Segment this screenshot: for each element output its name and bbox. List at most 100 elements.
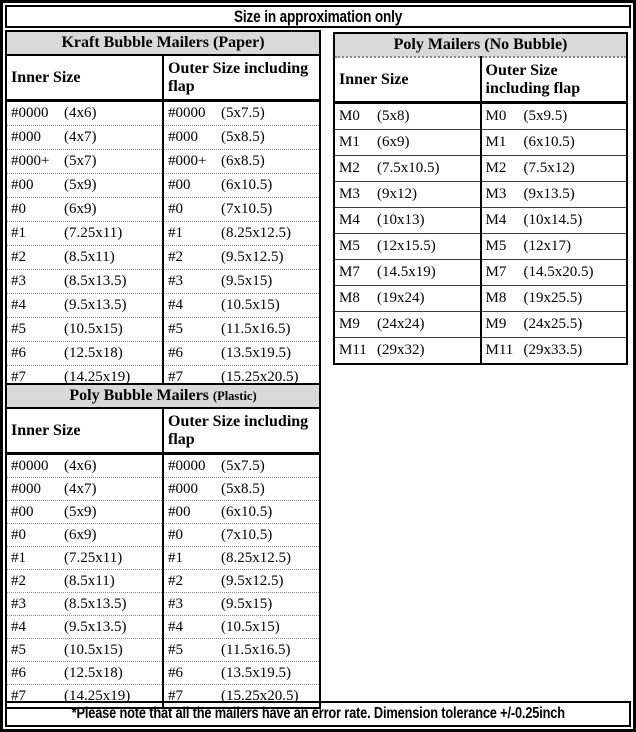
size-label: #2: [168, 572, 183, 589]
col-header-inner-size: Inner Size: [334, 57, 481, 104]
size-value: (9.5x12.5): [221, 249, 284, 265]
inner-size-cell: #000 (4x7): [6, 477, 163, 501]
table-row: #4 (9.5x13.5) #4 (10.5x15): [6, 293, 320, 318]
size-label: #7: [11, 369, 26, 385]
size-label: #2: [168, 249, 183, 265]
size-value: (10.5x15): [64, 641, 123, 658]
inner-size-cell: M9 (24x24): [334, 311, 481, 338]
size-value: (15.25x20.5): [221, 369, 299, 385]
size-label: #7: [11, 687, 26, 704]
size-label: #3: [11, 595, 26, 612]
table-row: M8 (19x24) M8 (19x25.5): [334, 285, 627, 312]
size-label: M9: [485, 316, 507, 332]
size-label: #6: [168, 664, 183, 681]
inner-size-cell: #00 (5x9): [6, 173, 163, 198]
size-label: #0: [168, 201, 183, 217]
size-value: (15.25x20.5): [221, 687, 299, 704]
table-row: M1 (6x9) M1 (6x10.5): [334, 129, 627, 156]
size-label: #6: [168, 345, 183, 361]
size-label: #5: [11, 321, 26, 337]
size-value: (7x10.5): [221, 526, 273, 543]
size-label: #5: [11, 641, 26, 658]
size-label: #0000: [168, 457, 206, 474]
tolerance-note: *Please note that all the mailers have a…: [71, 705, 565, 722]
table-row: #5 (10.5x15) #5 (11.5x16.5): [6, 638, 320, 662]
table-row: #0000 (4x6) #0000 (5x7.5): [6, 100, 320, 126]
size-value: (6x9): [64, 526, 97, 543]
size-value: (9.5x15): [221, 595, 273, 612]
size-label: M2: [485, 160, 507, 176]
inner-size-cell: #1 (7.25x11): [6, 221, 163, 246]
size-value: (10.5x15): [221, 618, 280, 635]
size-value: (10.5x15): [64, 321, 123, 337]
size-value: (9.5x15): [221, 273, 273, 289]
inner-size-cell: #5 (10.5x15): [6, 317, 163, 342]
table-row: #2 (8.5x11) #2 (9.5x12.5): [6, 245, 320, 270]
size-value: (10x13): [377, 212, 425, 228]
size-value: (4x6): [64, 457, 97, 474]
size-value: (19x25.5): [523, 290, 583, 306]
size-value: (19x24): [377, 290, 425, 306]
size-value: (8.5x13.5): [64, 595, 127, 612]
size-label: #0000: [11, 105, 49, 121]
column-header-row: Inner Size Outer Size including flap: [334, 57, 627, 104]
table-row: #0 (6x9) #0 (7x10.5): [6, 523, 320, 547]
outer-size-cell: #3 (9.5x15): [162, 269, 320, 294]
size-label: #3: [168, 273, 183, 289]
table-row: #4 (9.5x13.5) #4 (10.5x15): [6, 615, 320, 639]
outer-size-cell: #1 (8.25x12.5): [162, 546, 320, 570]
table-row: #00 (5x9) #00 (6x10.5): [6, 173, 320, 198]
size-label: #00: [11, 177, 34, 193]
kraft-bubble-mailers-table: Kraft Bubble Mailers (Paper) Inner Size …: [5, 30, 321, 391]
size-value: (11.5x16.5): [221, 641, 291, 658]
inner-size-cell: M5 (12x15.5): [334, 233, 481, 260]
size-value: (7.5x12): [523, 160, 575, 176]
size-label: M0: [485, 108, 507, 124]
table-row: #2 (8.5x11) #2 (9.5x12.5): [6, 569, 320, 593]
outer-size-cell: M11 (29x33.5): [479, 337, 627, 364]
size-value: (6x10.5): [221, 177, 273, 193]
inner-size-cell: #4 (9.5x13.5): [6, 293, 163, 318]
inner-size-cell: #3 (8.5x13.5): [6, 269, 163, 294]
column-header-row: Inner Size Outer Size including flap: [6, 408, 320, 455]
size-value: (8.25x12.5): [221, 549, 291, 566]
table-title: Poly Bubble Mailers (Plastic): [6, 384, 320, 409]
size-label: #00: [168, 177, 191, 193]
size-value: (7.25x11): [64, 225, 123, 241]
inner-size-cell: M2 (7.5x10.5): [334, 155, 481, 182]
outer-size-cell: #6 (13.5x19.5): [162, 341, 320, 366]
table-title-suffix: (Plastic): [212, 389, 257, 403]
inner-size-cell: #0000 (4x6): [6, 101, 163, 126]
size-label: M9: [339, 316, 360, 332]
size-label: M1: [339, 134, 360, 150]
inner-size-cell: M11 (29x32): [334, 337, 481, 364]
size-value: (24x25.5): [523, 316, 583, 332]
size-value: (14.25x19): [64, 687, 131, 704]
size-label: #6: [11, 345, 26, 361]
outer-size-cell: #1 (8.25x12.5): [162, 221, 320, 246]
size-value: (6x10.5): [221, 503, 273, 520]
size-value: (4x6): [64, 105, 97, 121]
size-label: #4: [11, 618, 26, 635]
size-value: (8.5x11): [64, 249, 115, 265]
size-label: #4: [168, 618, 183, 635]
inner-size-cell: #1 (7.25x11): [6, 546, 163, 570]
inner-size-cell: M3 (9x12): [334, 181, 481, 208]
inner-size-cell: M8 (19x24): [334, 285, 481, 312]
size-label: #4: [168, 297, 183, 313]
inner-size-cell: #4 (9.5x13.5): [6, 615, 163, 639]
outer-size-cell: #5 (11.5x16.5): [162, 317, 320, 342]
size-label: M11: [485, 342, 514, 358]
size-label: #000: [168, 480, 198, 497]
size-value: (5x7.5): [221, 105, 265, 121]
size-label: #000+: [168, 153, 207, 169]
size-value: (6x8.5): [221, 153, 265, 169]
size-value: (12.5x18): [64, 345, 123, 361]
size-label: M11: [339, 342, 367, 358]
outer-size-cell: #3 (9.5x15): [162, 592, 320, 616]
size-label: M0: [339, 108, 360, 124]
inner-size-cell: #0 (6x9): [6, 523, 163, 547]
outer-size-cell: #00 (6x10.5): [162, 173, 320, 198]
size-value: (7.5x10.5): [377, 160, 440, 176]
